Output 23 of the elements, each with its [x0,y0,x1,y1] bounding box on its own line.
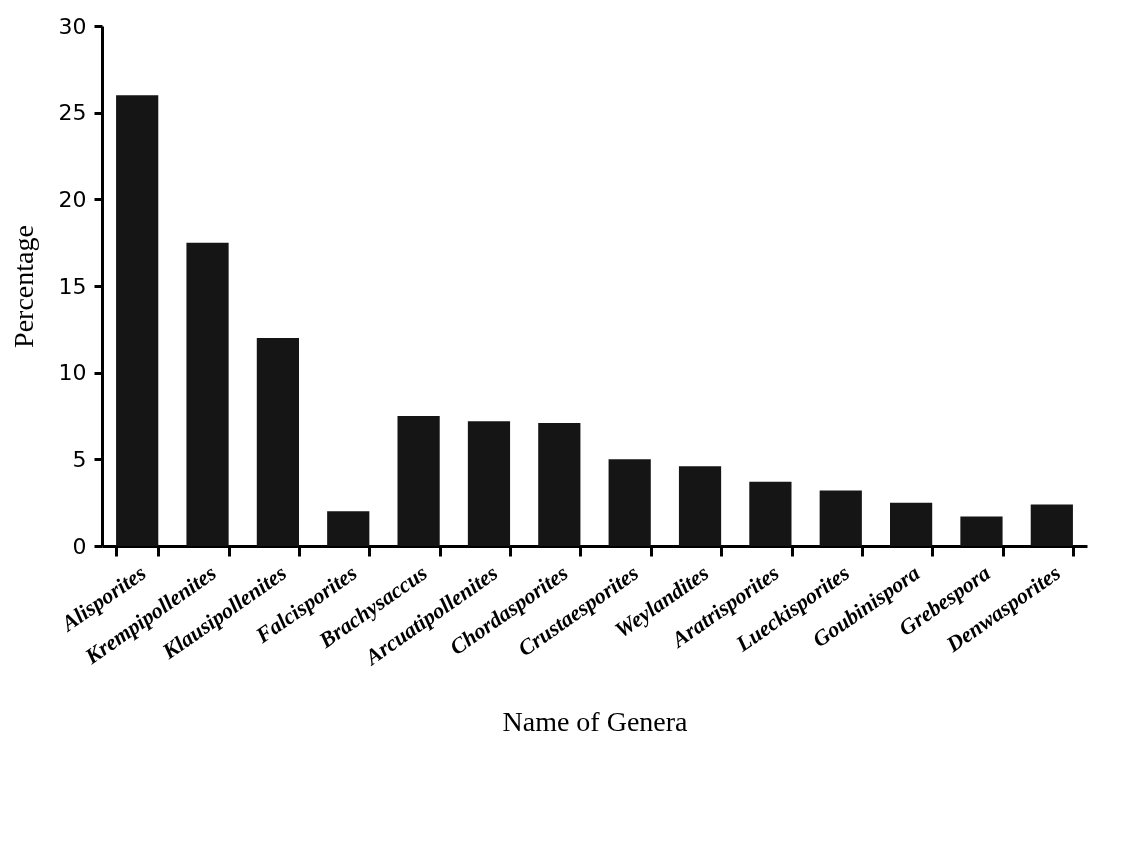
bar [749,481,792,546]
bar [608,459,651,546]
bar [186,242,229,546]
y-tick-label: 5 [72,446,87,472]
bar [116,95,159,546]
bar [1030,504,1073,546]
y-tick-label: 25 [58,100,87,126]
bar [960,516,1003,546]
y-tick-label: 15 [58,273,87,299]
bar [678,466,722,546]
y-tick-label: 10 [58,360,87,386]
bar [327,511,370,546]
y-tick-label: 0 [72,533,87,559]
y-tick-label: 20 [58,186,87,212]
bar [890,502,933,546]
bar [256,338,299,546]
y-axis-title: Percentage [7,225,39,348]
bar [819,490,862,546]
bar [397,416,440,546]
bar [538,422,581,546]
y-tick-label: 30 [58,13,87,39]
bar [467,421,511,546]
x-axis-title: Name of Genera [502,705,689,737]
